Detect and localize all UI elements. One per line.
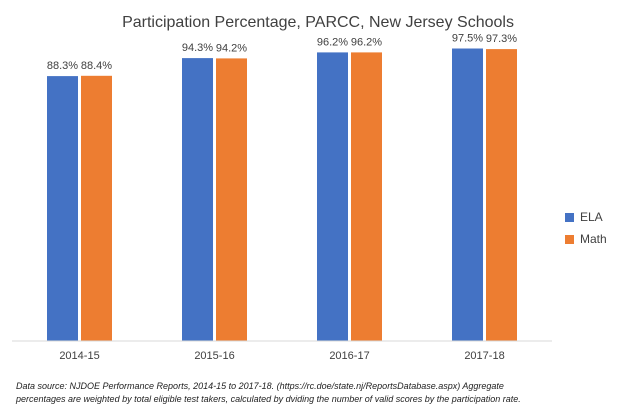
bar-ela-2016-17 <box>317 52 348 342</box>
legend-swatch-math <box>565 234 574 244</box>
bars-layer <box>47 48 517 342</box>
bar-ela-2017-18 <box>452 48 483 341</box>
chart-title: Participation Percentage, PARCC, New Jer… <box>122 14 514 31</box>
x-tick-label-2014-15: 2014-15 <box>59 350 99 362</box>
x-tick-label-2015-16: 2015-16 <box>194 350 234 362</box>
legend: ELA Math <box>565 206 607 250</box>
x-tick-label-2016-17: 2016-17 <box>329 350 369 362</box>
bar-math-2014-15 <box>81 75 112 342</box>
data-label-math-2017-18: 97.3% <box>486 33 517 45</box>
footnote: Data source: NJDOE Performance Reports, … <box>16 380 631 406</box>
footnote-line-1: Data source: NJDOE Performance Reports, … <box>16 381 504 391</box>
data-label-ela-2015-16: 94.3% <box>182 42 213 54</box>
footnote-line-2: percentages are weighted by total eligib… <box>16 394 521 404</box>
bar-ela-2015-16 <box>182 58 213 341</box>
bar-math-2016-17 <box>351 52 382 342</box>
legend-swatch-ela <box>565 212 574 222</box>
data-label-ela-2016-17: 96.2% <box>317 36 348 48</box>
legend-item-math: Math <box>565 228 607 250</box>
data-label-ela-2014-15: 88.3% <box>47 60 78 72</box>
data-label-math-2016-17: 96.2% <box>351 36 382 48</box>
legend-item-ela: ELA <box>565 206 607 228</box>
bar-math-2017-18 <box>486 49 517 341</box>
bar-ela-2014-15 <box>47 76 78 341</box>
data-label-math-2014-15: 88.4% <box>81 60 112 72</box>
data-label-ela-2017-18: 97.5% <box>452 33 483 45</box>
legend-label-math: Math <box>580 232 607 246</box>
data-label-math-2015-16: 94.2% <box>216 42 247 54</box>
bar-math-2015-16 <box>216 58 247 342</box>
legend-label-ela: ELA <box>580 210 603 224</box>
x-tick-label-2017-18: 2017-18 <box>464 350 504 362</box>
